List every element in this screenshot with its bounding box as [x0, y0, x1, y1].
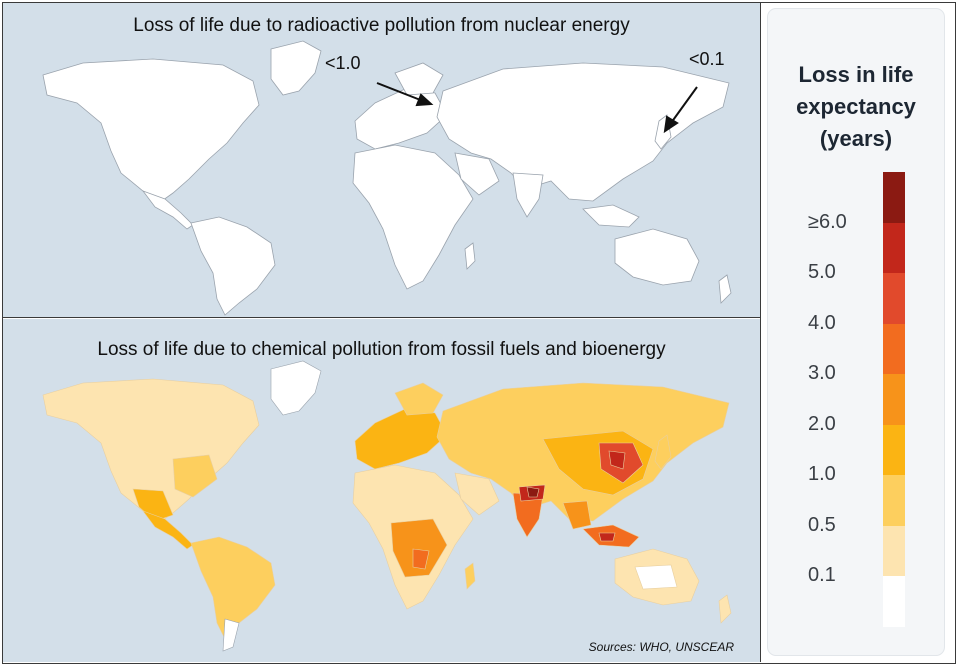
central-america — [141, 190, 194, 230]
legend-swatch — [883, 374, 905, 425]
legend-tick-label: 0.1 — [808, 564, 836, 586]
sources-note: Sources: WHO, UNSCEAR — [588, 640, 734, 654]
nuclear-world-map — [42, 40, 732, 316]
europe-fossil — [354, 408, 448, 470]
fukushima-arrow-line — [670, 86, 698, 124]
legend-title-line: Loss in life — [798, 62, 914, 87]
legend-tick-label: 4.0 — [808, 311, 836, 334]
congo-hotspot-fossil — [412, 548, 430, 570]
legend-tick-label: 3.0 — [808, 362, 836, 384]
central-africa-fossil — [390, 518, 448, 578]
chernobyl-arrow-line — [376, 82, 424, 102]
fossil-world-map — [42, 360, 732, 652]
new-zealand-fossil — [718, 594, 732, 624]
fossil-land-masses — [42, 360, 732, 652]
greenland-fossil — [270, 360, 322, 416]
scandinavia-fossil — [394, 382, 444, 416]
legend-swatch — [883, 525, 905, 577]
legend-swatch — [883, 222, 905, 274]
panel-divider — [760, 3, 761, 662]
europe — [354, 88, 448, 150]
legend-swatch — [883, 273, 905, 324]
legend-tick-label: ≥6.0 — [808, 210, 847, 233]
east-china-core-fossil — [608, 450, 626, 470]
legend-tick-label: 1.0 — [808, 463, 836, 485]
arabia-fossil — [454, 472, 500, 516]
north-america — [42, 58, 260, 204]
africa — [352, 144, 474, 290]
fukushima-annotation: <0.1 — [689, 49, 725, 69]
japan-fossil — [654, 434, 672, 470]
mexico-fossil — [132, 488, 174, 522]
legend-swatch — [883, 172, 905, 223]
new-zealand — [718, 274, 732, 304]
australia — [614, 228, 700, 286]
legend-title-line: (years) — [819, 126, 893, 151]
scandinavia — [394, 62, 444, 96]
chernobyl-arrowhead — [415, 93, 434, 107]
legend-swatch — [883, 576, 905, 627]
patagonia-fossil — [222, 618, 240, 652]
fukushima-arrowhead — [663, 115, 679, 134]
south-america — [190, 216, 276, 316]
legend-swatch — [883, 475, 905, 526]
legend-title-line: expectancy — [796, 94, 916, 119]
legend-card: Loss in life expectancy (years) ≥6.0 5.0 4… — [767, 8, 945, 656]
arabia — [454, 152, 500, 196]
legend-tick-label: 0.5 — [808, 513, 836, 536]
legend-title: Loss in life expectancy (years) — [768, 59, 944, 155]
eastern-us-fossil — [172, 454, 218, 498]
fossil-map-panel: Loss of life due to chemical pollution f… — [3, 319, 760, 662]
nuclear-panel-title: Loss of life due to radioactive pollutio… — [133, 15, 630, 36]
southeast-asia-fossil — [562, 500, 592, 530]
greenland — [270, 40, 322, 96]
asia — [436, 62, 730, 202]
legend-tick-label: 2.0 — [808, 412, 836, 435]
india — [512, 172, 544, 218]
central-australia-fossil — [634, 564, 678, 590]
south-america-fossil — [190, 536, 276, 640]
nuclear-annotation-arrows — [376, 82, 698, 134]
north-america-fossil — [42, 378, 260, 524]
java-hotspot-fossil — [598, 532, 616, 542]
nuclear-land-masses — [42, 40, 732, 316]
madagascar — [464, 242, 476, 270]
chernobyl-annotation: <1.0 — [325, 53, 361, 73]
central-america-fossil — [142, 510, 194, 550]
indonesia — [582, 204, 640, 228]
nuclear-map-panel: Loss of life due to radioactive pollutio… — [3, 3, 760, 318]
legend-tick-label: 5.0 — [808, 261, 836, 283]
madagascar-fossil — [464, 562, 476, 590]
north-india-core-fossil — [526, 486, 540, 498]
fossil-panel-title: Loss of life due to chemical pollution f… — [97, 339, 666, 360]
legend-swatch — [883, 424, 905, 476]
legend-swatch — [883, 323, 905, 375]
